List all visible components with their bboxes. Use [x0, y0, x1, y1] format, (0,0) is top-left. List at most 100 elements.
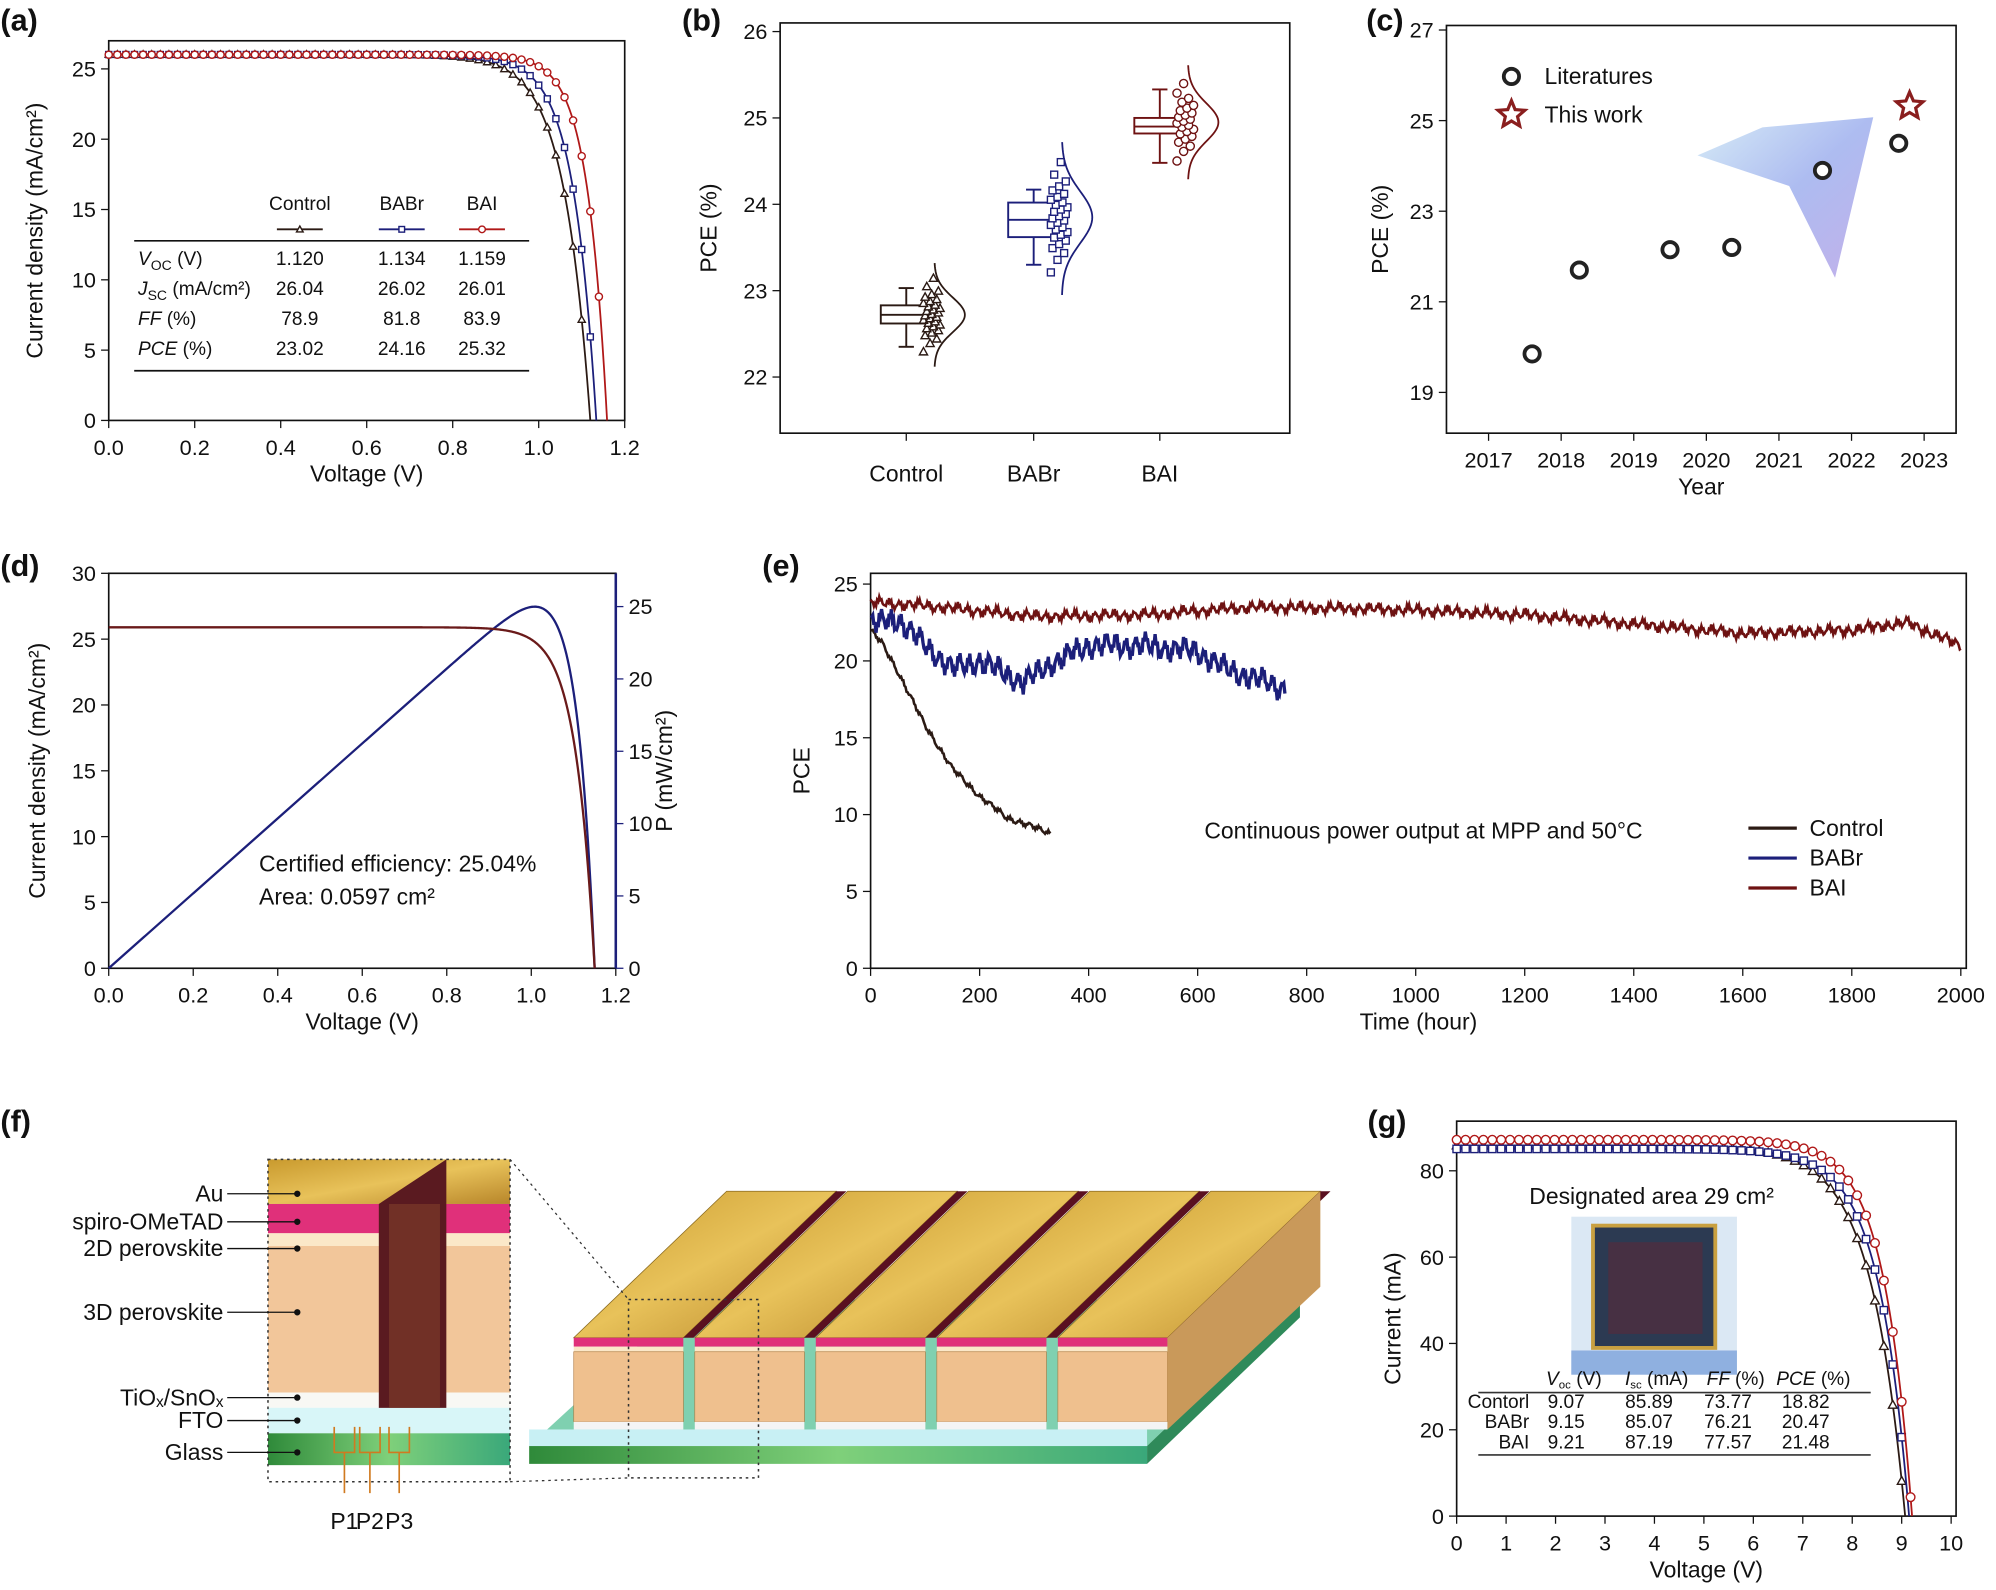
x-tick-label: 2000 — [1937, 983, 1985, 1008]
cell-3d-perovskite — [936, 1351, 1047, 1423]
panel-d-certified-jv: Certified efficiency: 25.04% Area: 0.059… — [24, 561, 677, 1034]
square-marker — [1478, 1144, 1488, 1154]
data-point — [1050, 207, 1059, 216]
jv-curve-babr — [108, 53, 598, 421]
table-header: Voc (V) — [1546, 1369, 1602, 1392]
circle-marker — [233, 50, 242, 59]
circle-marker — [1513, 1134, 1524, 1145]
square-marker — [1496, 1144, 1506, 1154]
literature-point — [1889, 133, 1909, 153]
designated-area-label: Designated area 29 cm² — [1529, 1183, 1774, 1209]
circle-marker — [1647, 1134, 1658, 1145]
legend-label-babr: BABr — [1810, 845, 1864, 871]
x-tick-label: 1 — [1500, 1531, 1512, 1556]
circle-marker — [1843, 1175, 1854, 1186]
cell-2d-layer — [815, 1346, 926, 1352]
legend-marker — [478, 225, 487, 234]
jv-curve-control — [108, 53, 592, 421]
circle-marker — [474, 50, 483, 60]
circle-marker — [1736, 1135, 1747, 1146]
square-marker — [1576, 1144, 1586, 1154]
panel-label-g: (g) — [1367, 1104, 1406, 1138]
data-point — [1063, 203, 1072, 212]
square-marker — [1523, 1144, 1533, 1154]
data-point — [1063, 227, 1072, 237]
square-marker — [1541, 1144, 1551, 1154]
y-tick-label: 25 — [1410, 108, 1434, 133]
data-point — [924, 337, 936, 348]
circle-marker — [543, 68, 552, 77]
y-tick-label: 0 — [1432, 1504, 1444, 1529]
table-cell: 87.19 — [1625, 1433, 1673, 1454]
circle-marker — [1816, 1150, 1827, 1161]
square-marker — [1737, 1146, 1746, 1155]
table-cell: 77.57 — [1704, 1433, 1752, 1454]
x-tick-label: 10 — [1939, 1531, 1963, 1556]
y-tick-label: 20 — [72, 127, 96, 152]
y-tick-label: 5 — [846, 879, 858, 904]
zoom-connector — [509, 1158, 630, 1300]
table-cell: 18.82 — [1782, 1392, 1830, 1413]
circle-marker — [1700, 1135, 1711, 1146]
y-tick-label: 5 — [84, 890, 96, 915]
table-row-label: VOC (V) — [138, 249, 203, 273]
scribe-groove — [683, 1191, 847, 1338]
x-tick-label: 0.2 — [178, 983, 208, 1008]
circle-marker — [336, 50, 346, 59]
data-point — [1061, 236, 1070, 245]
x-axis-label: Voltage (V) — [306, 1008, 419, 1034]
power-curve — [107, 605, 596, 970]
data-point — [1059, 189, 1069, 199]
circle-marker — [104, 50, 113, 59]
circle-marker — [164, 50, 174, 59]
circle-marker — [1772, 1138, 1783, 1149]
cell-tio-layer — [815, 1421, 926, 1430]
table-header: FF (%) — [1707, 1369, 1765, 1390]
x-tick-label: 2018 — [1537, 448, 1585, 473]
circle-marker — [1683, 1134, 1694, 1145]
circle-marker — [138, 50, 148, 59]
panel-label-d: (d) — [0, 549, 39, 583]
table-cell: 78.9 — [281, 309, 318, 330]
x-tick-label: 1200 — [1501, 983, 1549, 1008]
circle-marker — [267, 50, 277, 59]
circle-marker — [1522, 1134, 1533, 1145]
square-marker — [1630, 1144, 1640, 1154]
data-point — [1048, 243, 1057, 253]
x-axis-label: Voltage (V) — [1650, 1556, 1763, 1582]
circle-marker — [1629, 1134, 1640, 1145]
circle-marker — [121, 50, 131, 59]
legend-label-control: Control — [1810, 815, 1884, 841]
x-tick-label: 800 — [1289, 983, 1325, 1008]
panel-g-module-jv: Designated area 29 cm² 0 1 2 3 4 5 6 7 8 9 10 0 20 40… — [1380, 1120, 1963, 1582]
cell-3d-perovskite — [1057, 1351, 1168, 1423]
legend-star-icon — [1494, 96, 1529, 130]
panel-label-c: (c) — [1366, 4, 1403, 38]
square-marker — [1745, 1146, 1755, 1156]
circle-marker — [156, 50, 165, 59]
square-marker — [517, 65, 526, 73]
circle-marker — [276, 50, 285, 59]
y-axis-label: PCE — [788, 747, 814, 794]
x-tick-label: 9 — [1896, 1531, 1908, 1556]
cross-section-box — [267, 1158, 511, 1483]
square-marker — [1594, 1144, 1604, 1154]
y-tick-label: 20 — [1420, 1417, 1444, 1442]
legend-literatures: Literatures — [1545, 63, 1653, 89]
circle-marker — [508, 53, 518, 63]
x-tick-label: 1.0 — [524, 435, 554, 460]
scribe-groove — [804, 1191, 968, 1338]
circle-marker — [362, 50, 371, 59]
circle-marker — [1763, 1137, 1774, 1148]
x-tick-label: 6 — [1747, 1531, 1759, 1556]
circle-marker — [1896, 1396, 1907, 1407]
table-cell: 26.04 — [276, 279, 324, 300]
y-tick-label: 5 — [84, 338, 96, 363]
triangle-marker — [1824, 1182, 1837, 1193]
circle-marker — [1709, 1135, 1720, 1146]
circle-marker — [1576, 1134, 1587, 1145]
circle-marker — [551, 77, 561, 87]
triangle-marker — [559, 188, 570, 197]
leader-dot — [294, 1190, 301, 1197]
circle-marker — [1905, 1492, 1916, 1503]
